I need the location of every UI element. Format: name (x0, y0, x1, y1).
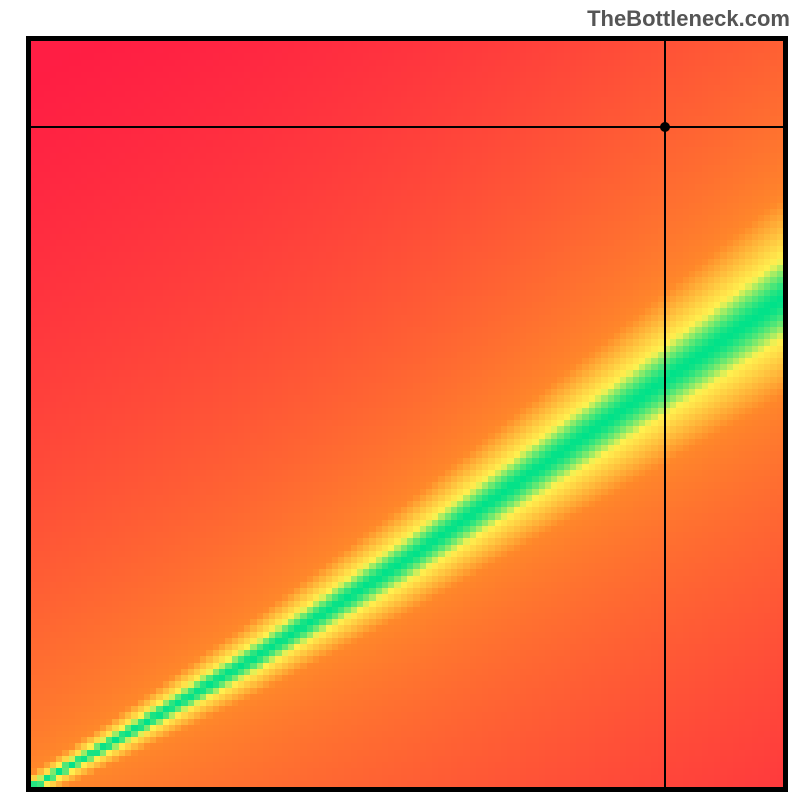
marker-point (660, 122, 670, 132)
watermark-text: TheBottleneck.com (587, 6, 790, 32)
heatmap (31, 41, 783, 787)
plot-frame (26, 36, 788, 792)
crosshair-vertical (664, 41, 666, 787)
crosshair-horizontal (31, 126, 783, 128)
